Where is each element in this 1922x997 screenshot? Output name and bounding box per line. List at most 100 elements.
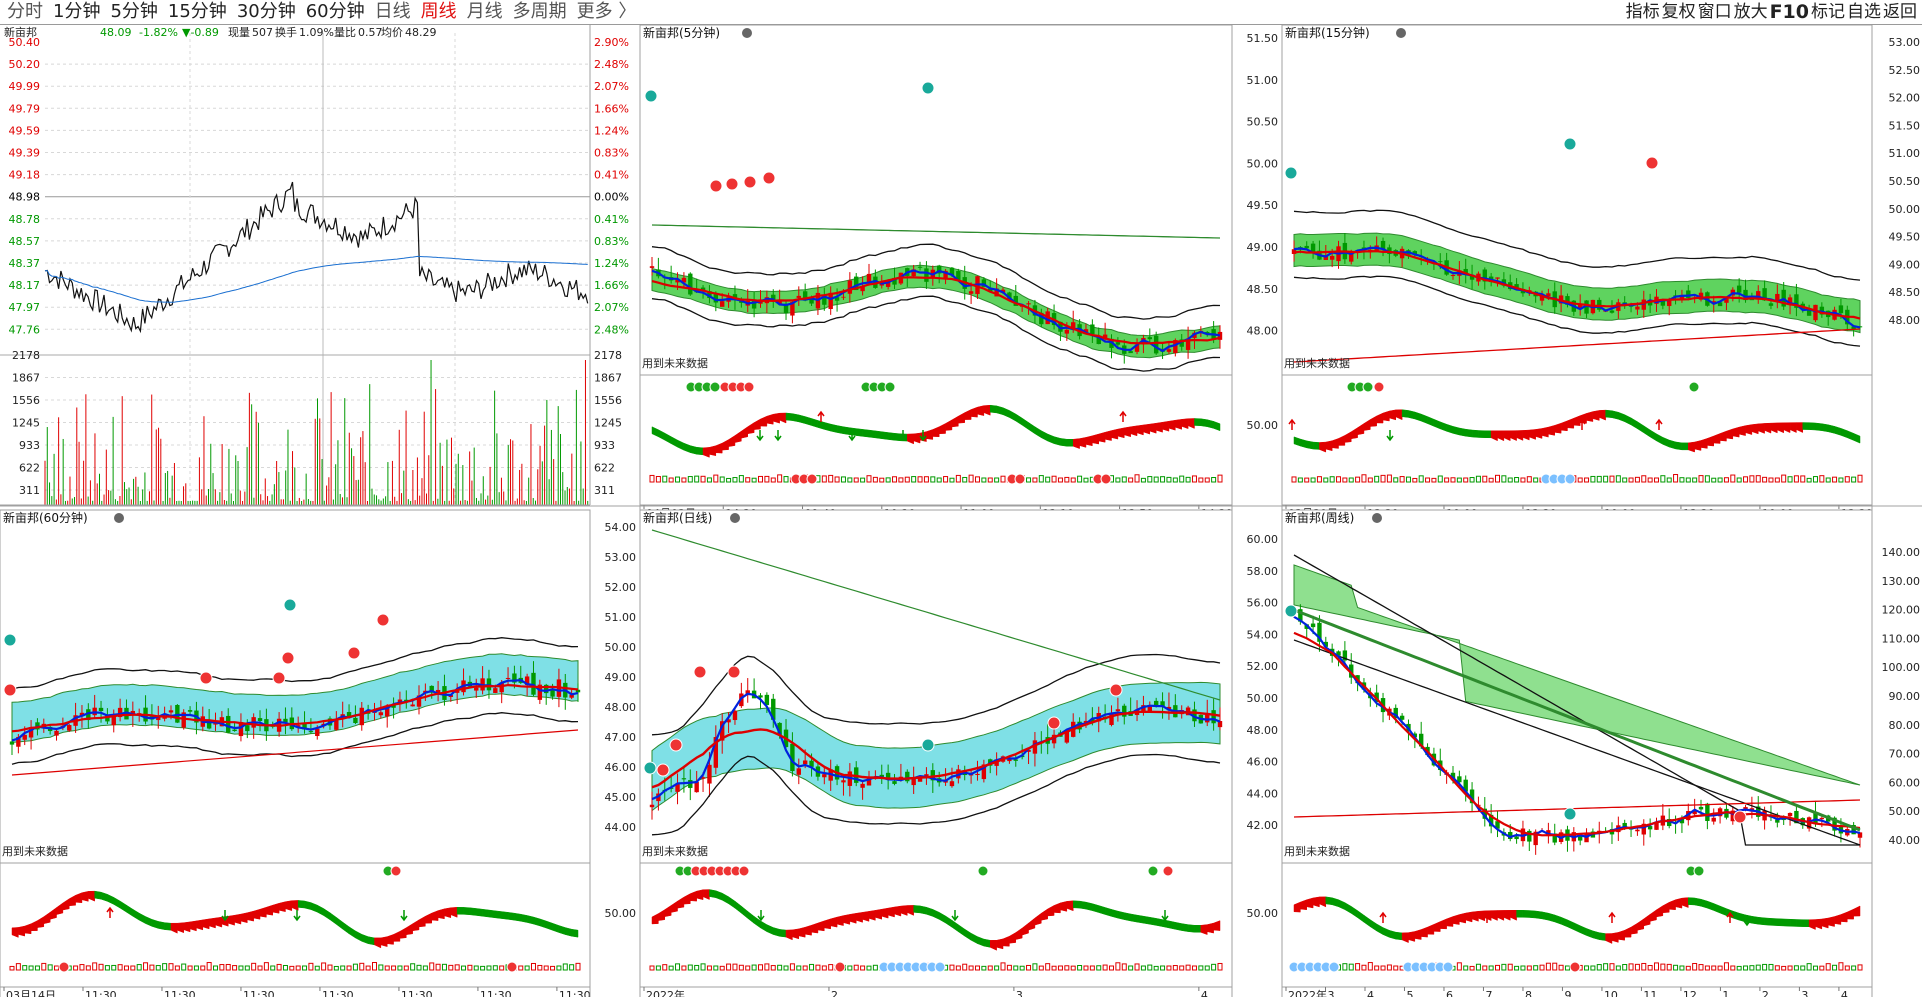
candle-body bbox=[924, 268, 929, 282]
oscillator-ribbon bbox=[1162, 919, 1170, 929]
candle-body bbox=[1794, 810, 1799, 824]
oscillator-ribbon bbox=[1573, 415, 1581, 426]
candle-body bbox=[866, 273, 872, 283]
tab-more[interactable]: 更多 〉 bbox=[576, 1, 637, 22]
candle-body bbox=[956, 271, 961, 281]
price-tick: 44.00 bbox=[605, 821, 637, 834]
signal-bar bbox=[783, 965, 789, 971]
tab-timeshare[interactable]: 分时 bbox=[7, 1, 43, 22]
signal-bar bbox=[1723, 962, 1729, 971]
oscillator-ribbon bbox=[779, 412, 787, 424]
candle-body bbox=[1039, 312, 1044, 325]
tab-monthly[interactable]: 月线 bbox=[466, 1, 503, 22]
candle-body bbox=[1743, 289, 1748, 301]
x-axis-label: 12 bbox=[1683, 989, 1697, 997]
oscillator-ribbon bbox=[702, 447, 710, 458]
candle-body bbox=[1115, 342, 1121, 345]
tab-1min[interactable]: 1分钟 bbox=[53, 1, 101, 22]
signal-bar bbox=[1399, 476, 1405, 483]
x-axis-label: 2 bbox=[1762, 989, 1769, 997]
candle-body bbox=[1851, 824, 1856, 835]
candle-body bbox=[1609, 310, 1615, 313]
candle-body bbox=[968, 291, 974, 294]
oscillator-ribbon bbox=[651, 913, 659, 925]
signal-bar bbox=[974, 965, 980, 971]
candle-body bbox=[1090, 718, 1095, 723]
signal-bar bbox=[187, 965, 193, 971]
tab-30min[interactable]: 30分钟 bbox=[236, 1, 296, 22]
signal-bar bbox=[1603, 475, 1609, 483]
signal-icon bbox=[1147, 865, 1159, 877]
tab-60min[interactable]: 60分钟 bbox=[305, 1, 365, 22]
signal-bar bbox=[1045, 476, 1051, 483]
volume-tick: 622 bbox=[19, 462, 40, 475]
zoom-button[interactable]: 放大 bbox=[1733, 2, 1768, 22]
signal-icon bbox=[709, 381, 721, 393]
candle-body bbox=[1577, 303, 1583, 309]
oscillator-ribbon bbox=[1117, 427, 1125, 439]
timeshare-area bbox=[45, 33, 590, 350]
up-arrow-icon bbox=[1119, 410, 1127, 422]
f10-button[interactable]: F10 bbox=[1769, 1, 1809, 23]
price-tick: 48.57 bbox=[9, 235, 41, 248]
tab-5min[interactable]: 5分钟 bbox=[110, 1, 158, 22]
signal-bar bbox=[308, 962, 314, 971]
signal-bar bbox=[441, 963, 447, 971]
candle-body bbox=[1032, 740, 1038, 754]
oscillator-ribbon bbox=[37, 916, 45, 928]
signal-bar bbox=[123, 965, 129, 971]
signal-bar bbox=[1628, 963, 1634, 971]
tab-15min[interactable]: 15分钟 bbox=[167, 1, 227, 22]
oscillator-ribbon bbox=[1796, 919, 1804, 927]
ma-line bbox=[651, 710, 1221, 789]
window-button[interactable]: 窗口 bbox=[1697, 2, 1732, 22]
adjust-button[interactable]: 复权 bbox=[1661, 2, 1696, 22]
oscillator-ribbon bbox=[1738, 425, 1746, 436]
percent-tick: 1.24% bbox=[594, 124, 629, 137]
signal-bar bbox=[1507, 963, 1513, 971]
signal-bar bbox=[1032, 477, 1038, 483]
percent-tick: 1.66% bbox=[594, 279, 629, 292]
candle-body bbox=[1775, 293, 1780, 302]
signal-bar bbox=[726, 477, 732, 483]
candle-body bbox=[892, 781, 897, 784]
buy-signal-icon bbox=[921, 738, 935, 752]
price-tick: 49.79 bbox=[9, 102, 41, 115]
candle-body bbox=[688, 273, 693, 295]
signal-bar bbox=[410, 963, 416, 971]
signal-bar bbox=[649, 474, 655, 483]
panel-title: 新亩邦(5分钟) bbox=[643, 25, 720, 40]
x-axis-label: 03月14日 bbox=[6, 989, 56, 997]
signal-bar bbox=[1032, 963, 1038, 971]
tab-daily[interactable]: 日线 bbox=[374, 1, 411, 22]
oscillator-ribbon bbox=[1497, 430, 1505, 442]
signal-bar bbox=[1673, 474, 1679, 483]
x-axis-label: 11:30 bbox=[480, 989, 512, 997]
signal-bar bbox=[270, 965, 276, 971]
x-axis-label: 7 bbox=[1485, 989, 1492, 997]
signal-bar bbox=[1380, 474, 1386, 483]
candle-body bbox=[720, 301, 725, 307]
signal-bar bbox=[700, 475, 706, 483]
oscillator-ribbon bbox=[1624, 926, 1632, 938]
candle-body bbox=[22, 734, 27, 740]
mark-button[interactable]: 标记 bbox=[1811, 2, 1845, 22]
signal-icon bbox=[506, 961, 518, 973]
watchlist-button[interactable]: 自选 bbox=[1847, 2, 1881, 22]
tab-multi-period[interactable]: 多周期 bbox=[512, 1, 567, 22]
signal-bar bbox=[162, 963, 168, 971]
oscillator-ribbon bbox=[24, 923, 32, 935]
oscillator-ribbon bbox=[824, 918, 831, 930]
oscillator-ribbon bbox=[1401, 409, 1409, 418]
indicator-button[interactable]: 指标 bbox=[1625, 2, 1660, 22]
oscillator-ribbon bbox=[1072, 900, 1080, 909]
multi-period-chart[interactable]: 新亩邦 48.09 -1.82% ▼-0.89 现量 507 换手 1.09% 量比 0.57均价… bbox=[0, 25, 1922, 997]
price-tick: 48.00 bbox=[1247, 724, 1279, 737]
back-button[interactable]: 返回 bbox=[1883, 2, 1917, 22]
tab-weekly[interactable]: 周线 bbox=[420, 1, 457, 22]
signal-bar bbox=[461, 965, 467, 971]
oscillator-ribbon bbox=[1503, 430, 1511, 442]
candle-body bbox=[1457, 776, 1462, 783]
oscillator-ribbon bbox=[907, 905, 914, 916]
candle-body bbox=[802, 291, 808, 301]
